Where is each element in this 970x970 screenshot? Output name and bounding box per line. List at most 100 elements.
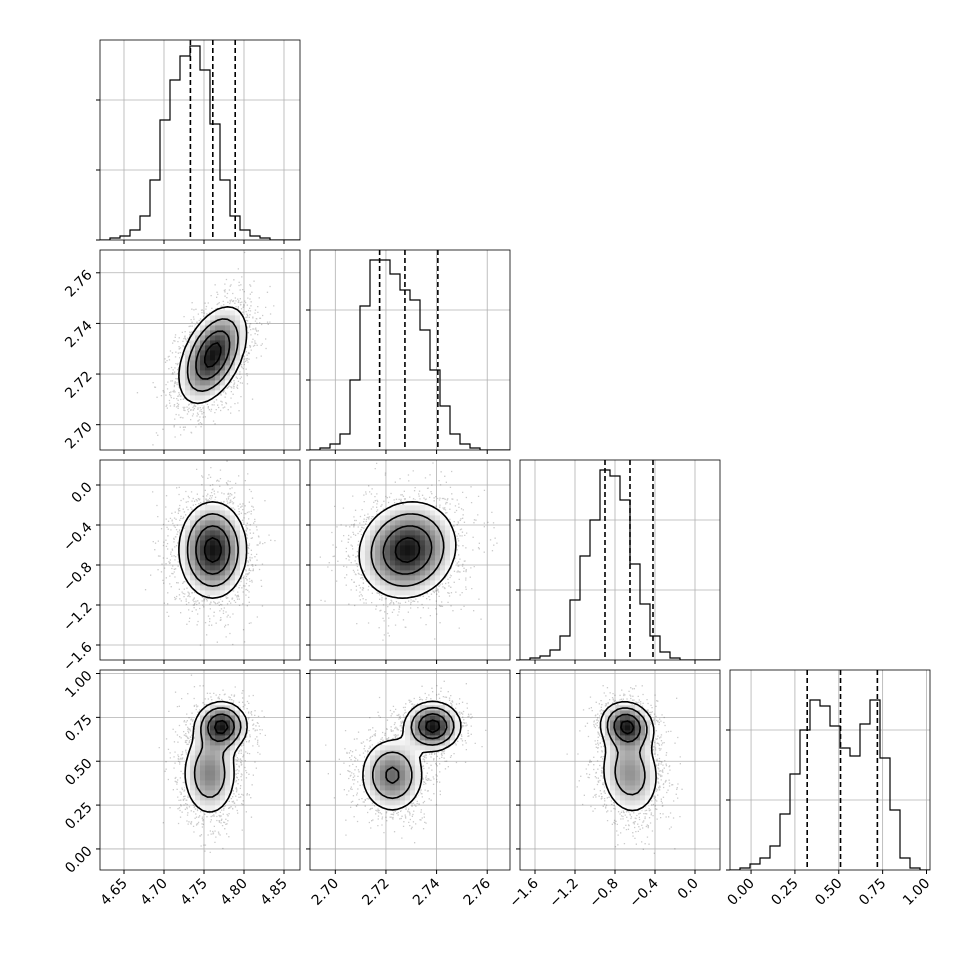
x-tick-label: 4.85 — [257, 876, 290, 909]
density-cell — [200, 390, 206, 396]
density-cell — [620, 775, 626, 781]
density-cell — [360, 555, 366, 561]
x-tick-label: 4.70 — [137, 876, 170, 909]
density-cell — [405, 510, 411, 516]
density-cell — [195, 790, 201, 796]
density-cell — [430, 745, 436, 751]
density-cell — [200, 555, 206, 561]
density-cell — [205, 535, 211, 541]
density-cell — [240, 540, 246, 546]
density-cell — [415, 505, 421, 511]
density-cell — [180, 550, 186, 556]
density-cell — [185, 775, 191, 781]
density-cell — [205, 510, 211, 516]
contour-line — [186, 513, 239, 587]
density-cell — [235, 325, 241, 331]
density-cell — [230, 585, 236, 591]
density-cell — [225, 510, 231, 516]
density-cell — [210, 550, 216, 556]
density-cell — [400, 775, 406, 781]
contour-line — [425, 719, 441, 734]
density-cell — [200, 350, 206, 356]
density-cell — [210, 515, 216, 521]
density-cell — [200, 385, 206, 391]
density-cell — [375, 520, 381, 526]
density-cell — [195, 780, 201, 786]
density-cell — [375, 550, 381, 556]
density-cell — [390, 575, 396, 581]
density-cell — [230, 735, 236, 741]
density-cell — [220, 315, 226, 321]
density-cell — [195, 520, 201, 526]
density-cell — [385, 570, 391, 576]
density-cell — [405, 520, 411, 526]
pair-panel: 4.65 4.70 4.75 4.80 4.85 0.00 0.25 0.50 0.75 1.00 — [62, 668, 301, 909]
density-cell — [410, 780, 416, 786]
density-cell — [410, 785, 416, 791]
density-cell — [425, 530, 431, 536]
density-cell — [425, 510, 431, 516]
density-cell — [195, 385, 201, 391]
density-cell — [400, 735, 406, 741]
density-cell — [200, 775, 206, 781]
density-cell — [385, 585, 391, 591]
density-cell — [225, 555, 231, 561]
density-cell — [630, 710, 636, 716]
density-cell — [385, 790, 391, 796]
density-cell — [375, 565, 381, 571]
density-cell — [630, 790, 636, 796]
density-cell — [215, 710, 221, 716]
density-cell — [450, 735, 456, 741]
density-cell — [195, 510, 201, 516]
y-tick-label: 2.76 — [62, 267, 95, 300]
contour-line — [385, 713, 448, 784]
density-cell — [200, 530, 206, 536]
density-cell — [435, 560, 441, 566]
density-cell — [205, 355, 211, 361]
density-cell — [215, 390, 221, 396]
density-cell — [440, 555, 446, 561]
density-cell — [630, 805, 636, 811]
density-cell — [210, 570, 216, 576]
density-cell — [615, 730, 621, 736]
density-cell — [195, 515, 201, 521]
density-cell — [390, 560, 396, 566]
density-cell — [220, 720, 226, 726]
density-cell — [425, 585, 431, 591]
density-cell — [205, 715, 211, 721]
density-cell — [225, 380, 231, 386]
density-cell — [650, 780, 656, 786]
density-cell — [425, 540, 431, 546]
density-cell — [230, 575, 236, 581]
density-cell — [200, 375, 206, 381]
density-cell — [220, 715, 226, 721]
density-cell — [405, 780, 411, 786]
density-cell — [240, 565, 246, 571]
density-cell — [395, 785, 401, 791]
density-cell — [240, 730, 246, 736]
y-tick-label: 0.0 — [69, 479, 96, 506]
density-cell — [195, 530, 201, 536]
density-cell — [215, 320, 221, 326]
density-cell — [405, 790, 411, 796]
density-cell — [370, 535, 376, 541]
density-cell — [615, 760, 621, 766]
density-cell — [200, 755, 206, 761]
density-cell — [385, 525, 391, 531]
density-cell — [445, 560, 451, 566]
density-cell — [420, 710, 426, 716]
density-cell — [210, 795, 216, 801]
density-cell — [615, 745, 621, 751]
density-cell — [215, 330, 221, 336]
density-cell — [210, 505, 216, 511]
density-cell — [425, 730, 431, 736]
density-cell — [230, 755, 236, 761]
density-cell — [450, 555, 456, 561]
density-cell — [410, 750, 416, 756]
density-cell — [620, 730, 626, 736]
density-cell — [610, 720, 616, 726]
contour-line — [195, 525, 231, 575]
density-cell — [225, 335, 231, 341]
density-cell — [240, 530, 246, 536]
